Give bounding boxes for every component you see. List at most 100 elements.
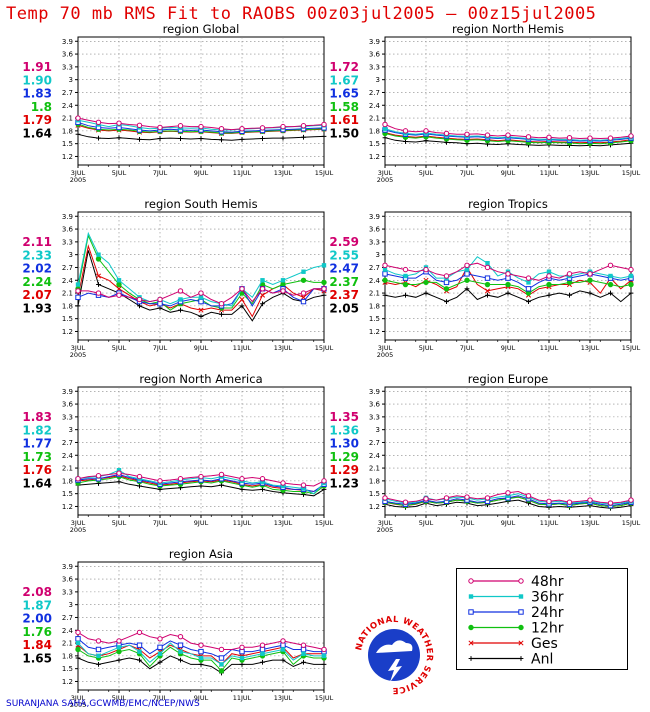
average-value-24hr: 1.65	[329, 87, 359, 101]
nws-logo-icon: NATIONAL WEATHER SERVICE	[354, 615, 433, 695]
data-point-36hr	[321, 653, 327, 659]
data-point-anl	[301, 134, 306, 140]
average-value-ges: 1.84	[22, 638, 52, 652]
y-tick-label: 1.2	[369, 503, 380, 511]
average-value-ges: 1.61	[329, 113, 359, 127]
y-tick-label: 1.5	[62, 315, 73, 323]
data-point-48hr	[525, 275, 532, 281]
x-tick-label: 5JUL	[419, 344, 434, 352]
data-point-12hr	[423, 279, 429, 286]
data-point-48hr	[423, 128, 429, 134]
y-tick-label: 1.5	[369, 315, 380, 323]
average-value-12hr: 2.24	[22, 275, 52, 289]
x-year-label: 2005	[70, 176, 87, 184]
data-point-48hr	[566, 134, 573, 141]
y-tick-label: 1.8	[369, 127, 380, 135]
y-tick-label: 2.7	[62, 439, 73, 447]
data-point-anl	[157, 136, 163, 141]
data-point-48hr	[464, 262, 470, 269]
average-value-anl: 2.05	[329, 302, 359, 316]
x-tick-label: 13JUL	[581, 169, 600, 177]
data-point-36hr	[96, 653, 101, 659]
legend-marker	[518, 609, 524, 615]
data-point-12hr	[75, 646, 81, 653]
chart-title: region Europe	[468, 372, 548, 386]
chart-panel: region Europe 1.2 1.5 1.8 2.1 2.4 2.7 3 3.3 3.6 3.…	[329, 372, 640, 534]
y-tick-label: 3.6	[62, 401, 74, 409]
data-point-24hr	[177, 642, 184, 648]
y-tick-label: 1.5	[369, 140, 380, 148]
data-point-48hr	[95, 638, 102, 644]
x-tick-label: 11JUL	[233, 519, 252, 527]
y-tick-label: 3.3	[369, 413, 380, 421]
average-value-12hr: 1.76	[22, 625, 52, 639]
data-point-48hr	[239, 644, 245, 651]
data-point-48hr	[628, 266, 634, 273]
data-point-36hr	[464, 267, 470, 272]
data-point-48hr	[218, 646, 225, 653]
data-point-48hr	[280, 123, 286, 130]
data-point-12hr	[95, 256, 102, 262]
x-tick-label: 9JUL	[501, 169, 516, 177]
x-tick-label: 15JUL	[622, 169, 641, 177]
y-tick-label: 2.1	[62, 115, 73, 123]
y-tick-label: 3	[69, 76, 73, 84]
y-tick-label: 3.6	[62, 51, 74, 59]
x-tick-label: 11JUL	[540, 169, 559, 177]
y-tick-label: 2.1	[369, 115, 380, 123]
data-point-48hr	[484, 132, 491, 138]
legend-marker	[518, 578, 524, 584]
y-tick-label: 3	[69, 426, 73, 434]
data-point-anl	[505, 290, 511, 296]
x-tick-label: 9JUL	[501, 519, 516, 527]
x-year-label: 2005	[70, 701, 87, 709]
average-value-24hr: 1.83	[22, 87, 52, 101]
average-value-24hr: 2.02	[22, 262, 52, 276]
average-value-36hr: 1.36	[329, 423, 359, 437]
data-point-48hr	[321, 646, 327, 653]
data-point-12hr	[566, 279, 573, 286]
average-value-24hr: 1.77	[22, 437, 52, 451]
data-point-48hr	[177, 476, 184, 482]
chart-title: region North Hemis	[452, 22, 564, 36]
data-point-48hr	[402, 128, 409, 134]
data-point-36hr	[239, 655, 245, 661]
data-point-48hr	[525, 493, 532, 499]
data-point-anl	[260, 659, 265, 665]
data-point-48hr	[95, 290, 102, 296]
chart-title: region South Hemis	[144, 197, 257, 211]
y-tick-label: 3	[376, 76, 380, 84]
y-tick-label: 1.5	[62, 140, 73, 148]
data-point-48hr	[198, 642, 204, 648]
average-value-anl: 1.65	[22, 652, 52, 666]
data-point-anl	[280, 135, 286, 141]
data-point-36hr	[403, 273, 408, 279]
data-point-ges	[95, 273, 102, 279]
y-tick-label: 1.8	[369, 302, 380, 310]
x-tick-label: 7JUL	[153, 694, 168, 702]
data-point-anl	[96, 282, 101, 287]
y-tick-label: 3.6	[62, 576, 74, 584]
y-tick-label: 1.2	[369, 153, 380, 161]
data-point-36hr	[178, 297, 183, 302]
legend-marker	[468, 624, 474, 631]
y-tick-label: 2.1	[369, 465, 380, 473]
y-tick-label: 1.5	[369, 490, 380, 498]
data-point-anl	[75, 131, 81, 137]
chart-panel: region North America 1.2 1.5 1.8 2.1 2.4 2.7 3 3…	[22, 372, 333, 534]
y-tick-label: 2.1	[62, 290, 73, 298]
x-tick-label: 13JUL	[274, 344, 293, 352]
y-tick-label: 3.9	[369, 388, 380, 396]
data-point-48hr	[300, 642, 307, 648]
average-value-anl: 1.93	[22, 302, 52, 316]
legend-label: 36hr	[531, 590, 564, 606]
x-tick-label: 5JUL	[112, 694, 127, 702]
data-point-36hr	[382, 267, 388, 272]
data-point-48hr	[505, 271, 511, 277]
data-point-24hr	[443, 279, 450, 286]
x-tick-label: 9JUL	[194, 169, 209, 177]
y-tick-label: 3	[376, 426, 380, 434]
y-tick-label: 3.9	[62, 38, 73, 46]
data-point-anl	[526, 299, 531, 304]
data-point-48hr	[280, 480, 286, 486]
